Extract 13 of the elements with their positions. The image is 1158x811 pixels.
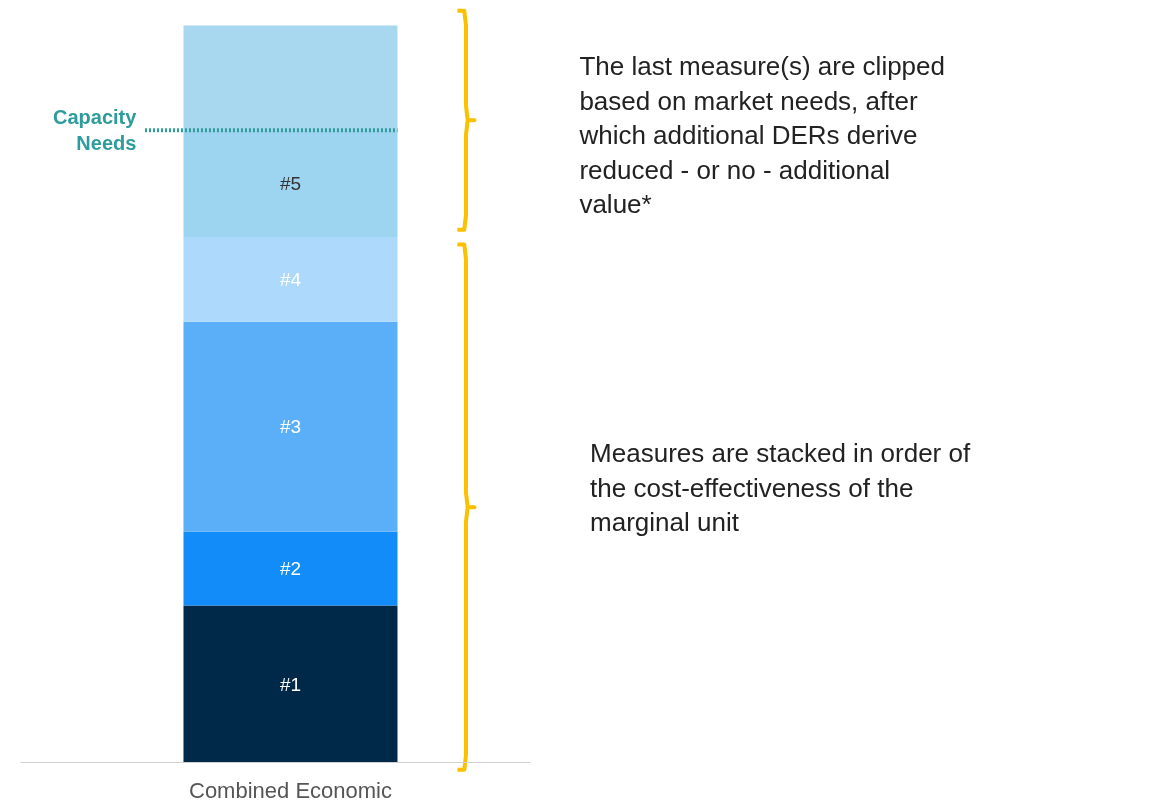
series-label: #3 bbox=[279, 416, 302, 438]
series-label: #1 bbox=[279, 673, 302, 695]
bar bbox=[183, 321, 398, 532]
bar bbox=[183, 531, 398, 606]
bar bbox=[183, 237, 398, 322]
series-label: #2 bbox=[279, 558, 302, 580]
bar bbox=[183, 605, 398, 763]
x-axis-title: Combined Economic bbox=[188, 778, 392, 804]
series-label: #5 bbox=[279, 173, 302, 195]
text: The last measure(s) are clipped based on market needs, after which additional DERs derive reduced - or no - additional value* bbox=[578, 51, 945, 220]
ref-line-label: Capacity Needs bbox=[53, 106, 138, 155]
text: Measures are stacked in order of the cost-effectiveness of the marginal unit bbox=[590, 438, 971, 538]
series-label: #4 bbox=[279, 268, 302, 290]
